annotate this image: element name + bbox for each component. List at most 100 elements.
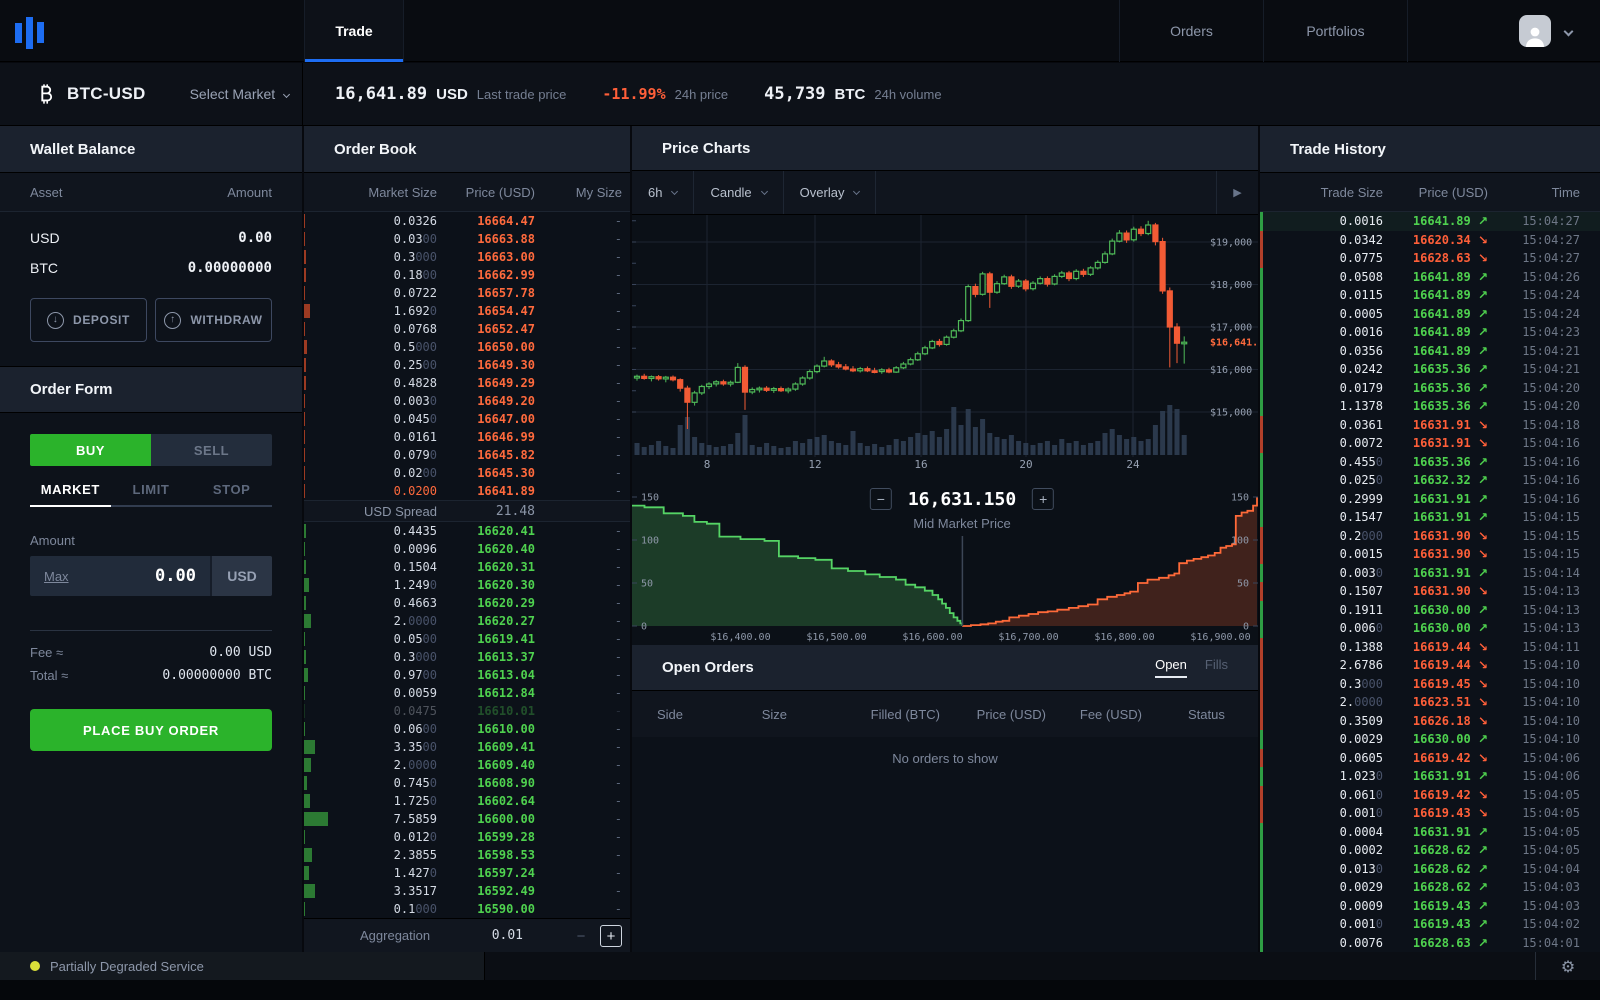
trade-size: 0.1911 bbox=[1339, 602, 1383, 617]
order-book-bid-row[interactable]: 0.9700 16613.04 - bbox=[304, 666, 630, 684]
order-book-ask-row[interactable]: 0.5000 16650.00 - bbox=[304, 338, 630, 356]
settings-gear-icon[interactable]: ⚙ bbox=[1560, 956, 1576, 976]
timeframe-dropdown[interactable]: 6h bbox=[632, 171, 695, 214]
order-book-bid-row[interactable]: 2.0000 16609.40 - bbox=[304, 756, 630, 774]
order-book-bid-row[interactable]: 3.3500 16609.41 - bbox=[304, 738, 630, 756]
trade-price: 16641.89 ↗ bbox=[1412, 306, 1488, 321]
order-book-ask-row[interactable]: 0.0450 16647.00 - bbox=[304, 410, 630, 428]
order-book-bid-row[interactable]: 0.1504 16620.31 - bbox=[304, 558, 630, 576]
order-book-bid-row[interactable]: 2.3855 16598.53 - bbox=[304, 846, 630, 864]
trade-up-arrow-icon: ↗ bbox=[1477, 917, 1488, 931]
trade-price: 16619.42 ↘ bbox=[1412, 750, 1488, 765]
tab-stop[interactable]: STOP bbox=[212, 482, 251, 497]
market-size: 3.3500 bbox=[393, 740, 437, 754]
order-book-ask-row[interactable]: 0.3000 16663.00 - bbox=[304, 248, 630, 266]
order-book-bid-row[interactable]: 0.0059 16612.84 - bbox=[304, 684, 630, 702]
price: 16646.99 bbox=[477, 430, 535, 444]
amount-input-group: Max USD bbox=[30, 556, 272, 596]
order-book-ask-row[interactable]: 0.0326 16664.47 - bbox=[304, 212, 630, 230]
svg-text:$16,500.00: $16,500.00 bbox=[806, 632, 866, 643]
order-book-ask-row[interactable]: 0.0200 16641.89 - bbox=[304, 482, 630, 500]
order-book-ask-row[interactable]: 0.0030 16649.20 - bbox=[304, 392, 630, 410]
order-book-bid-row[interactable]: 3.3517 16592.49 - bbox=[304, 882, 630, 900]
depth-accent-bar bbox=[304, 484, 306, 498]
overlay-dropdown[interactable]: Overlay bbox=[784, 171, 877, 214]
trade-size: 0.0361 bbox=[1339, 417, 1383, 432]
order-book-bid-row[interactable]: 0.0475 16610.01 - bbox=[304, 702, 630, 720]
order-book-bid-row[interactable]: 0.0500 16619.41 - bbox=[304, 630, 630, 648]
sell-tab[interactable]: SELL bbox=[151, 434, 272, 466]
place-buy-order-button[interactable]: PLACE BUY ORDER bbox=[30, 709, 272, 751]
trade-size: 0.0775 bbox=[1339, 251, 1383, 265]
trade-price: 16630.00 ↗ bbox=[1412, 602, 1488, 617]
aggregation-decrease-button[interactable]: − bbox=[576, 927, 586, 945]
order-book-bid-row[interactable]: 0.0096 16620.40 - bbox=[304, 540, 630, 558]
trade-up-arrow-icon: ↗ bbox=[1477, 343, 1488, 358]
order-book-ask-row[interactable]: 0.0722 16657.78 - bbox=[304, 284, 630, 302]
select-market-dropdown[interactable]: Select Market bbox=[190, 86, 291, 102]
order-book-ask-row[interactable]: 0.0790 16645.82 - bbox=[304, 446, 630, 464]
trade-direction-accent bbox=[1260, 378, 1263, 397]
market-size: 0.4663 bbox=[393, 596, 437, 610]
tab-market[interactable]: MARKET bbox=[30, 482, 111, 507]
trade-size: 0.0005 bbox=[1339, 306, 1383, 321]
trade-time: 15:04:20 bbox=[1522, 399, 1580, 413]
order-book-bid-row[interactable]: 2.0000 16620.27 - bbox=[304, 612, 630, 630]
chart-type-dropdown[interactable]: Candle bbox=[694, 171, 784, 214]
mid-price-zoom-out-button[interactable]: − bbox=[869, 488, 892, 510]
buy-tab[interactable]: BUY bbox=[30, 434, 151, 466]
tab-fills[interactable]: Fills bbox=[1204, 657, 1228, 672]
order-book-bid-row[interactable]: 7.5859 16600.00 - bbox=[304, 810, 630, 828]
svg-text:150: 150 bbox=[1231, 493, 1249, 504]
my-size: - bbox=[614, 830, 622, 844]
order-book-bid-row[interactable]: 0.1000 16590.00 - bbox=[304, 900, 630, 918]
max-link[interactable]: Max bbox=[44, 568, 69, 584]
trade-size: 0.0016 bbox=[1339, 325, 1383, 339]
account-menu[interactable] bbox=[1519, 15, 1574, 47]
trade-time: 15:04:27 bbox=[1522, 214, 1580, 228]
trade-size: 0.1388 bbox=[1339, 639, 1383, 654]
amount-label: Amount bbox=[30, 533, 75, 548]
tab-trade[interactable]: Trade bbox=[304, 0, 404, 62]
amount-input[interactable] bbox=[68, 556, 210, 596]
mid-price-zoom-in-button[interactable]: + bbox=[1032, 488, 1055, 510]
order-book-ask-row[interactable]: 0.0300 16663.88 - bbox=[304, 230, 630, 248]
order-book-bid-row[interactable]: 0.0600 16610.00 - bbox=[304, 720, 630, 738]
order-book-bid-row[interactable]: 0.4435 16620.41 - bbox=[304, 522, 630, 540]
order-book-ask-row[interactable]: 1.6920 16654.47 - bbox=[304, 302, 630, 320]
tab-open[interactable]: Open bbox=[1155, 657, 1187, 678]
avatar[interactable] bbox=[1519, 15, 1551, 47]
order-book-ask-row[interactable]: 0.0768 16652.47 - bbox=[304, 320, 630, 338]
aggregation-increase-button[interactable]: + bbox=[600, 925, 622, 947]
order-book-bid-row[interactable]: 0.3000 16613.37 - bbox=[304, 648, 630, 666]
withdraw-button[interactable]: ↑ WITHDRAW bbox=[155, 298, 272, 342]
trade-size: 0.0610 bbox=[1339, 787, 1383, 802]
chevron-down-icon[interactable] bbox=[1563, 26, 1574, 36]
trade-price: 16641.89 ↗ bbox=[1412, 325, 1488, 339]
trade-direction-accent bbox=[1260, 526, 1263, 545]
tab-limit[interactable]: LIMIT bbox=[132, 482, 170, 497]
order-book-bid-row[interactable]: 0.4663 16620.29 - bbox=[304, 594, 630, 612]
order-book-bid-row[interactable]: 1.2490 16620.30 - bbox=[304, 576, 630, 594]
price: 16649.29 bbox=[477, 376, 535, 390]
order-book-bid-row[interactable]: 0.7450 16608.90 - bbox=[304, 774, 630, 792]
order-book-bid-row[interactable]: 0.0120 16599.28 - bbox=[304, 828, 630, 846]
market-size: 0.1504 bbox=[393, 560, 437, 574]
trade-price: 16631.90 ↘ bbox=[1412, 528, 1488, 543]
col-price: Price (USD) bbox=[465, 184, 535, 200]
order-book-ask-row[interactable]: 0.4828 16649.29 - bbox=[304, 374, 630, 392]
chart-forward-button[interactable]: ▶ bbox=[1216, 171, 1258, 214]
trade-direction-accent bbox=[1260, 415, 1263, 434]
order-book-ask-row[interactable]: 0.2500 16649.30 - bbox=[304, 356, 630, 374]
order-book-bid-row[interactable]: 1.4270 16597.24 - bbox=[304, 864, 630, 882]
trade-direction-accent bbox=[1260, 693, 1263, 712]
deposit-button[interactable]: ↓ DEPOSIT bbox=[30, 298, 147, 342]
order-book-bid-row[interactable]: 1.7250 16602.64 - bbox=[304, 792, 630, 810]
tab-orders[interactable]: Orders bbox=[1119, 0, 1263, 62]
tab-portfolios[interactable]: Portfolios bbox=[1263, 0, 1408, 62]
trade-direction-accent bbox=[1260, 656, 1263, 675]
market-size: 0.0030 bbox=[393, 394, 437, 408]
order-book-ask-row[interactable]: 0.0200 16645.30 - bbox=[304, 464, 630, 482]
order-book-ask-row[interactable]: 0.1800 16662.99 - bbox=[304, 266, 630, 284]
order-book-ask-row[interactable]: 0.0161 16646.99 - bbox=[304, 428, 630, 446]
